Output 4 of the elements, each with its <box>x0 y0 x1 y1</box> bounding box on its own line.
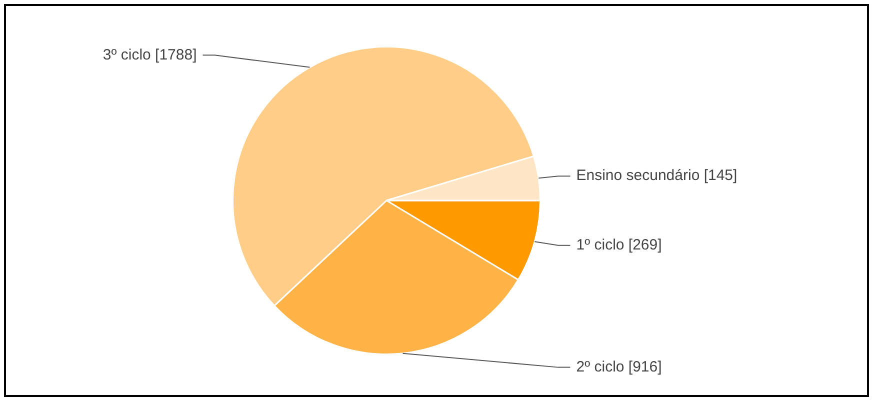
slice-label: 3º ciclo [1788] <box>102 46 197 64</box>
slice-label: 1º ciclo [269] <box>576 236 662 254</box>
slice-label: 2º ciclo [916] <box>576 358 662 376</box>
slice-label: Ensino secundário [145] <box>576 167 738 184</box>
